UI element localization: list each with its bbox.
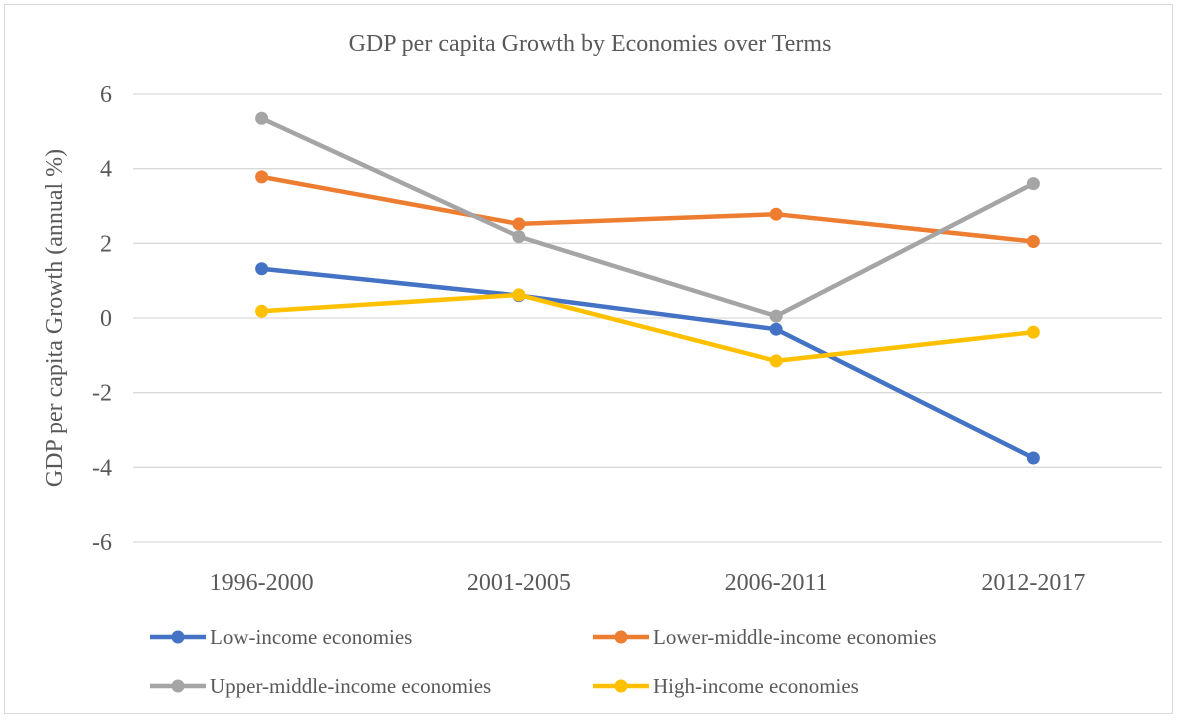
x-tick-label: 2006-2011 <box>725 570 828 596</box>
x-tick-label: 1996-2000 <box>210 570 314 596</box>
chart-frame <box>4 4 1173 714</box>
chart-title: GDP per capita Growth by Economies over … <box>349 31 832 57</box>
series-line <box>259 292 1036 364</box>
data-point <box>1026 451 1040 465</box>
legend-label: Upper-middle-income economies <box>210 674 491 698</box>
y-axis-label: GDP per capita Growth (annual %) <box>42 149 68 487</box>
y-tick-label: 6 <box>100 82 112 108</box>
series-line <box>259 174 1036 244</box>
series-line <box>259 116 1036 319</box>
legend-item: Lower-middle-income economies <box>593 625 937 649</box>
x-tick-label: 2012-2017 <box>981 570 1085 596</box>
legend-label: Lower-middle-income economies <box>653 625 937 649</box>
data-point <box>1026 234 1040 248</box>
y-tick-label: 2 <box>100 231 112 257</box>
y-tick-label: 0 <box>100 306 112 332</box>
legend: Low-income economies Lower-middle-income … <box>150 625 937 698</box>
data-point <box>1026 325 1040 339</box>
legend-label: High-income economies <box>653 674 859 698</box>
data-point <box>512 230 526 244</box>
data-point <box>769 309 783 323</box>
data-point <box>512 288 526 302</box>
legend-label: Low-income economies <box>210 625 412 649</box>
legend-item: Upper-middle-income economies <box>150 674 491 698</box>
data-point <box>1026 177 1040 191</box>
y-tick-label: -2 <box>92 381 112 407</box>
legend-marker <box>171 679 185 693</box>
data-point <box>769 354 783 368</box>
y-tick-label: -6 <box>92 530 112 556</box>
legend-marker <box>614 679 628 693</box>
legend-marker <box>171 630 185 644</box>
series-line <box>259 266 1036 461</box>
y-axis-ticks: 6 4 2 0 -2 -4 -6 <box>92 82 112 556</box>
data-point <box>769 322 783 336</box>
legend-item: High-income economies <box>593 674 859 698</box>
legend-item: Low-income economies <box>150 625 412 649</box>
gridlines <box>133 93 1162 543</box>
legend-marker <box>614 630 628 644</box>
data-point <box>255 262 269 276</box>
y-tick-label: 4 <box>100 157 112 183</box>
x-tick-label: 2001-2005 <box>467 570 571 596</box>
x-axis-ticks: 1996-2000 2001-2005 2006-2011 2012-2017 <box>210 570 1086 596</box>
y-tick-label: -4 <box>92 455 112 481</box>
data-point <box>512 217 526 231</box>
data-point <box>255 170 269 184</box>
series-group <box>255 111 1040 465</box>
data-point <box>255 111 269 125</box>
data-point <box>769 207 783 221</box>
data-point <box>255 304 269 318</box>
